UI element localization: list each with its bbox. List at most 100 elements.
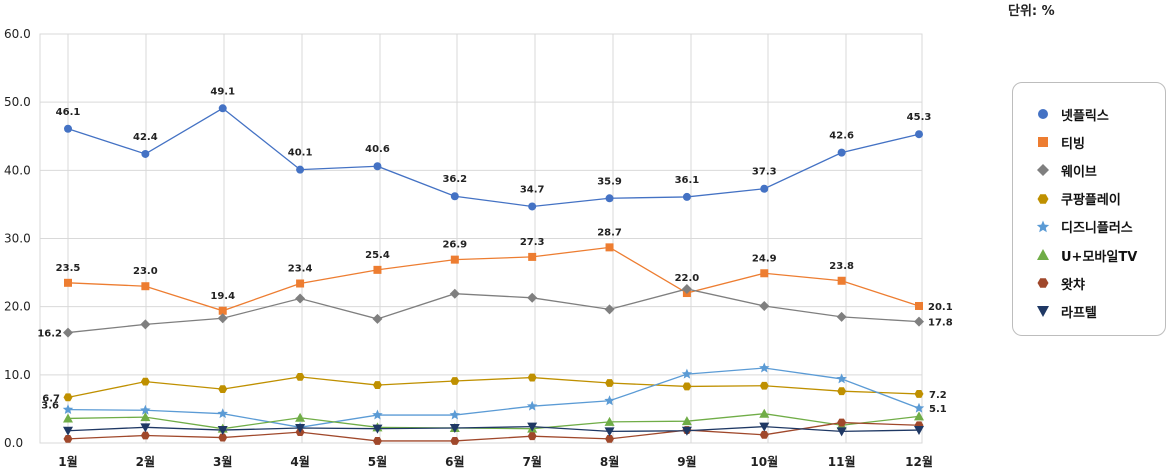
data-label-layer: 46.1 42.4 49.1 40.1 40.6 36.2 34.7 35.9 36.1 37.3…	[37, 86, 952, 415]
data-point	[760, 184, 769, 193]
x-tick-label: 7월	[522, 454, 541, 469]
legend-item: 왓챠	[1035, 273, 1085, 293]
x-tick-label: 5월	[368, 454, 387, 469]
series-line	[67, 246, 920, 312]
data-point	[915, 301, 923, 310]
series-8	[63, 422, 924, 437]
data-label: 36.1	[675, 175, 700, 186]
data-point	[528, 252, 537, 261]
legend-marker-shape	[1037, 164, 1049, 177]
data-label: 40.1	[288, 148, 313, 159]
x-tick-label: 8월	[600, 454, 619, 469]
series-line	[67, 288, 920, 334]
data-label: 23.4	[288, 263, 313, 274]
data-point	[63, 413, 73, 423]
legend-marker	[1038, 137, 1048, 148]
data-point	[605, 379, 615, 387]
data-point	[527, 292, 538, 303]
data-point	[526, 400, 538, 411]
data-label: 28.7	[597, 227, 622, 238]
data-point	[450, 377, 460, 385]
legend-marker-shape	[1036, 220, 1050, 233]
legend-label: 웨이브	[1061, 164, 1097, 180]
data-point	[373, 265, 382, 274]
data-label: 17.8	[928, 318, 953, 329]
legend-marker	[1036, 220, 1050, 233]
data-point	[140, 319, 151, 330]
series-line	[67, 367, 920, 428]
data-point	[295, 424, 306, 434]
data-point	[605, 243, 614, 252]
series-line	[67, 413, 920, 430]
data-label: 36.2	[442, 174, 467, 185]
data-point	[217, 313, 228, 324]
legend-marker	[1037, 278, 1049, 288]
data-point	[682, 382, 692, 391]
unit-label: 단위: %	[1008, 4, 1055, 19]
legend: 넷플릭스 티빙 웨이브 쿠팡플레이 디즈니플러스 U+모바일TV 왓챠 라프텔	[1012, 82, 1166, 336]
data-label: 23.0	[133, 266, 158, 277]
y-tick-label: 20.0	[4, 300, 31, 314]
data-point	[372, 409, 383, 420]
data-point	[295, 372, 305, 381]
data-label: 24.9	[752, 253, 777, 264]
data-point	[64, 278, 72, 287]
legend-marker-shape	[1038, 137, 1048, 148]
x-tick-label: 3월	[213, 454, 232, 469]
data-point	[450, 255, 459, 264]
data-point	[63, 426, 73, 436]
data-point	[217, 426, 228, 436]
data-point	[450, 192, 459, 201]
legend-item: 티빙	[1035, 132, 1085, 152]
data-point	[605, 194, 614, 203]
data-point	[373, 162, 382, 171]
y-tick-label: 40.0	[4, 163, 31, 177]
data-label: 7.2	[929, 390, 947, 401]
data-label: 42.6	[829, 131, 854, 142]
data-point	[296, 165, 305, 174]
legend-marker-shape	[1037, 249, 1049, 260]
data-point	[218, 385, 228, 394]
legend-label: 디즈니플러스	[1061, 221, 1133, 237]
data-point	[837, 387, 847, 396]
legend-marker	[1038, 109, 1048, 119]
series-1	[64, 104, 923, 211]
data-label: 6.7	[42, 393, 60, 404]
data-point	[914, 390, 924, 398]
legend-label: 왓챠	[1061, 277, 1085, 293]
legend-marker-shape	[1037, 278, 1049, 288]
data-point	[449, 288, 460, 299]
x-tick-label: 9월	[677, 454, 696, 469]
data-point	[681, 283, 692, 294]
data-point	[62, 404, 74, 415]
x-tick-label: 2월	[136, 454, 155, 469]
data-point	[527, 432, 537, 441]
data-point	[604, 395, 615, 406]
data-point	[913, 402, 925, 413]
series-5	[62, 362, 925, 432]
data-point	[372, 424, 383, 434]
series-line	[67, 425, 920, 433]
series-line	[67, 421, 920, 442]
series-4	[63, 372, 924, 402]
data-point	[681, 416, 692, 426]
data-point	[141, 149, 150, 158]
data-label: 27.3	[520, 237, 545, 248]
data-point	[372, 313, 383, 324]
data-point	[605, 435, 615, 443]
data-label: 22.0	[675, 273, 700, 284]
data-label: 37.3	[752, 167, 777, 178]
legend-item: 디즈니플러스	[1035, 217, 1133, 237]
data-label: 25.4	[365, 250, 390, 261]
data-label: 49.1	[210, 86, 235, 97]
data-point	[218, 306, 227, 315]
series-line	[67, 376, 920, 398]
x-tick-label: 10월	[750, 454, 778, 469]
data-point	[681, 426, 692, 436]
data-label: 34.7	[520, 184, 545, 195]
series-layer	[62, 104, 925, 445]
data-point	[450, 437, 460, 445]
data-point	[449, 409, 461, 420]
legend-label: 쿠팡플레이	[1061, 193, 1121, 209]
x-tick-label: 6월	[445, 454, 464, 469]
